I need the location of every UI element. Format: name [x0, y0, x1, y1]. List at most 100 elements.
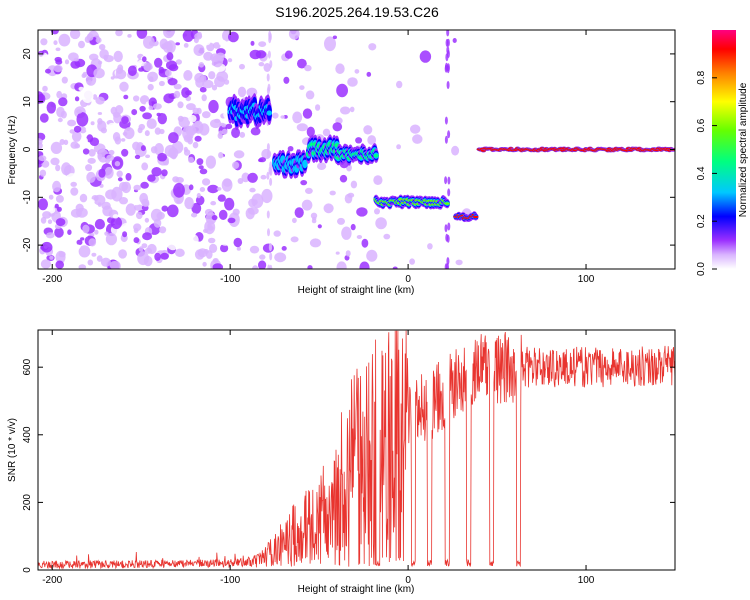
- colorbar-tick-label: 0.2: [696, 214, 707, 228]
- spectrogram-noise-blob: [183, 70, 193, 81]
- spectrogram-noise-blob: [288, 30, 300, 40]
- spectrogram-noise-blob: [151, 167, 162, 177]
- spectrogram-noise-blob: [99, 44, 106, 51]
- spectrogram-noise-blob: [283, 76, 290, 84]
- spectrogram-noise-blob: [175, 177, 184, 184]
- spectrogram-streak: [267, 50, 271, 59]
- spectrogram-noise-blob: [118, 249, 127, 259]
- spectrogram-noise-blob: [311, 218, 317, 224]
- spectrogram-noise-blob: [57, 117, 63, 123]
- spectrogram-noise-blob: [350, 180, 358, 189]
- snr-ytick-label: 600: [22, 358, 33, 375]
- spectrogram-noise-blob: [110, 106, 118, 115]
- snr-xtick-label: -200: [42, 575, 62, 586]
- spectrogram-noise-blob: [75, 244, 81, 250]
- spectrogram-noise-blob: [55, 195, 64, 203]
- spectrogram-noise-blob: [322, 128, 331, 137]
- spectrogram-noise-blob: [147, 174, 156, 182]
- spectrogram-noise-blob: [231, 127, 241, 139]
- spectrogram-noise-blob: [132, 141, 141, 151]
- spectrogram-streak: [447, 188, 451, 197]
- spectrogram-noise-blob: [97, 153, 103, 160]
- spectrogram-noise-blob: [183, 43, 189, 48]
- spectrogram-noise-blob: [70, 187, 79, 196]
- spectrogram-noise-blob: [332, 35, 337, 40]
- spectrogram-noise-blob: [188, 156, 194, 163]
- spectrogram-noise-blob: [338, 53, 346, 59]
- spectrogram-noise-blob: [366, 71, 372, 77]
- spectrogram-noise-blob: [317, 162, 327, 170]
- spectrogram-noise-blob: [182, 30, 194, 42]
- spectrogram-noise-blob: [337, 217, 345, 225]
- spectrogram-noise-blob: [210, 201, 217, 206]
- spectrogram-noise-blob: [225, 123, 233, 130]
- spectrogram-noise-blob: [140, 145, 146, 152]
- spectrogram-noise-blob: [88, 199, 95, 204]
- spectrogram-noise-blob: [45, 68, 51, 74]
- spectrogram-noise-blob: [232, 161, 240, 169]
- spectrogram-noise-blob: [284, 50, 293, 59]
- spectrogram-noise-blob: [258, 61, 265, 67]
- spectrogram-noise-blob: [121, 138, 126, 142]
- spectrogram-noise-blob: [396, 144, 401, 150]
- spectrogram-noise-blob: [129, 43, 139, 55]
- spectrogram-noise-blob: [154, 252, 161, 261]
- spectrogram-noise-blob: [79, 193, 88, 203]
- spectrogram-noise-blob: [412, 134, 423, 144]
- spectrogram-noise-blob: [39, 113, 49, 123]
- spectrogram-noise-blob: [142, 232, 153, 241]
- spectrogram-noise-blob: [55, 59, 63, 65]
- spectrogram-noise-blob: [159, 226, 167, 234]
- spectrogram-noise-blob: [354, 69, 360, 74]
- spectrogram-noise-blob: [214, 76, 225, 88]
- spectrogram-noise-blob: [156, 112, 161, 117]
- spectrogram-noise-blob: [164, 69, 172, 77]
- spectrogram-noise-blob: [159, 128, 165, 135]
- spectrogram-noise-blob: [193, 44, 205, 56]
- spectrogram-noise-blob: [105, 189, 117, 200]
- spectrogram-noise-blob: [52, 180, 62, 193]
- spectrogram-noise-blob: [167, 204, 179, 218]
- spectrogram-noise-blob: [336, 83, 348, 98]
- spectrogram-ytick-label: 20: [22, 48, 33, 60]
- spectrogram-noise-blob: [216, 187, 222, 191]
- spectrogram-noise-blob: [73, 125, 82, 133]
- spectrogram-noise-blob: [137, 251, 150, 266]
- spectrogram-noise-blob: [85, 126, 94, 133]
- spectrogram-noise-blob: [221, 128, 228, 135]
- spectrogram-streak: [445, 62, 448, 71]
- spectrogram-xtick-label: 0: [405, 274, 411, 285]
- spectrogram-noise-blob: [419, 50, 432, 63]
- spectrogram-noise-blob: [56, 206, 62, 212]
- spectrogram-noise-blob: [95, 37, 102, 44]
- spectrogram-noise-blob: [297, 58, 307, 69]
- spectrogram-noise-blob: [140, 181, 149, 189]
- spectrogram-noise-blob: [177, 101, 184, 109]
- spectrogram-noise-blob: [138, 123, 145, 131]
- spectrogram-noise-blob: [86, 171, 96, 183]
- spectrogram-noise-blob: [191, 202, 202, 214]
- spectrogram-noise-blob: [300, 180, 308, 186]
- spectrogram-noise-blob: [80, 237, 85, 241]
- spectrogram-streak: [269, 60, 273, 69]
- spectrogram-noise-blob: [315, 104, 321, 111]
- spectrogram-noise-blob: [341, 226, 352, 240]
- spectrogram-noise-blob: [142, 112, 153, 120]
- spectrogram-noise-blob: [290, 236, 299, 243]
- spectrogram-noise-blob: [116, 170, 123, 178]
- spectrogram-noise-blob: [78, 264, 87, 269]
- spectrogram-noise-blob: [144, 217, 150, 223]
- spectrogram-noise-blob: [251, 193, 264, 209]
- spectrogram-noise-blob: [46, 232, 55, 239]
- spectrogram-noise-blob: [78, 86, 84, 91]
- spectrogram-noise-blob: [146, 118, 157, 129]
- spectrogram-streak: [266, 143, 270, 152]
- spectrogram-noise-blob: [91, 252, 97, 257]
- spectrogram-signal-mark: [302, 161, 308, 166]
- spectrogram-noise-blob: [203, 228, 209, 233]
- spectrogram-noise-blob: [171, 140, 184, 154]
- spectrogram-noise-blob: [427, 243, 433, 250]
- spectrogram-noise-blob: [392, 266, 398, 269]
- spectrogram-noise-blob: [60, 110, 67, 119]
- spectrogram-noise-blob: [127, 34, 132, 38]
